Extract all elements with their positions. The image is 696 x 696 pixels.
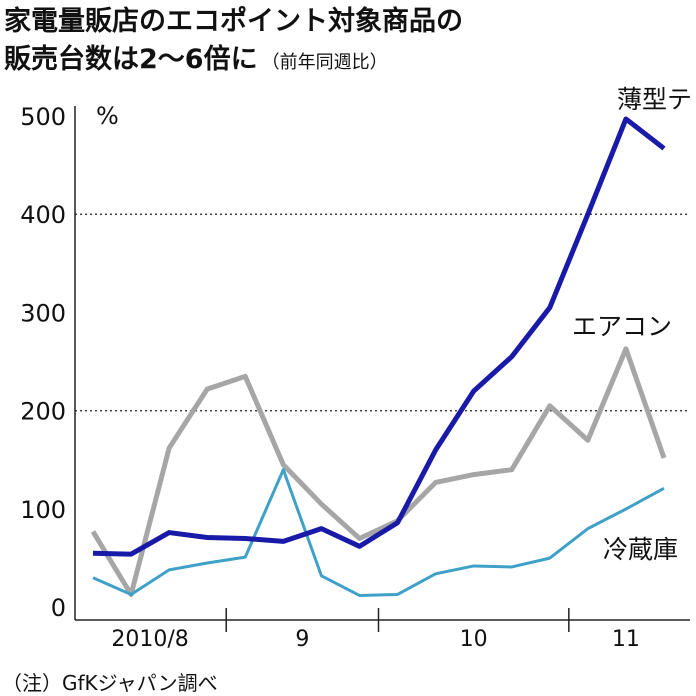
y-tick-label: 0	[51, 594, 66, 622]
y-tick-label: 500	[20, 103, 66, 131]
series-line	[92, 116, 666, 557]
y-tick-label: 300	[20, 299, 66, 327]
chart-title: 家電量販店のエコポイント対象商品の	[4, 5, 463, 37]
series-line	[92, 468, 665, 597]
x-tick-label: 11	[612, 627, 640, 652]
note: （注）GfKジャパン調べ	[2, 671, 218, 695]
series-line	[90, 346, 667, 597]
series-label: 冷蔵庫	[603, 535, 678, 564]
chart-title-line2: 販売台数は2〜6倍に （前年同週比）	[4, 43, 388, 75]
x-tick-label: 2010/8	[111, 627, 188, 652]
series-label: 薄型テレビ	[617, 85, 696, 114]
y-tick-label: 400	[20, 201, 66, 229]
title-line2: 販売台数は2〜6倍に	[4, 43, 258, 75]
series-label: エアコン	[572, 312, 672, 341]
y-tick-label: 100	[20, 496, 66, 524]
x-tick-label: 9	[295, 627, 309, 652]
subtitle: （前年同週比）	[262, 52, 388, 73]
x-tick-label: 10	[460, 627, 488, 652]
y-unit: %	[96, 102, 119, 130]
y-tick-label: 200	[20, 398, 66, 426]
